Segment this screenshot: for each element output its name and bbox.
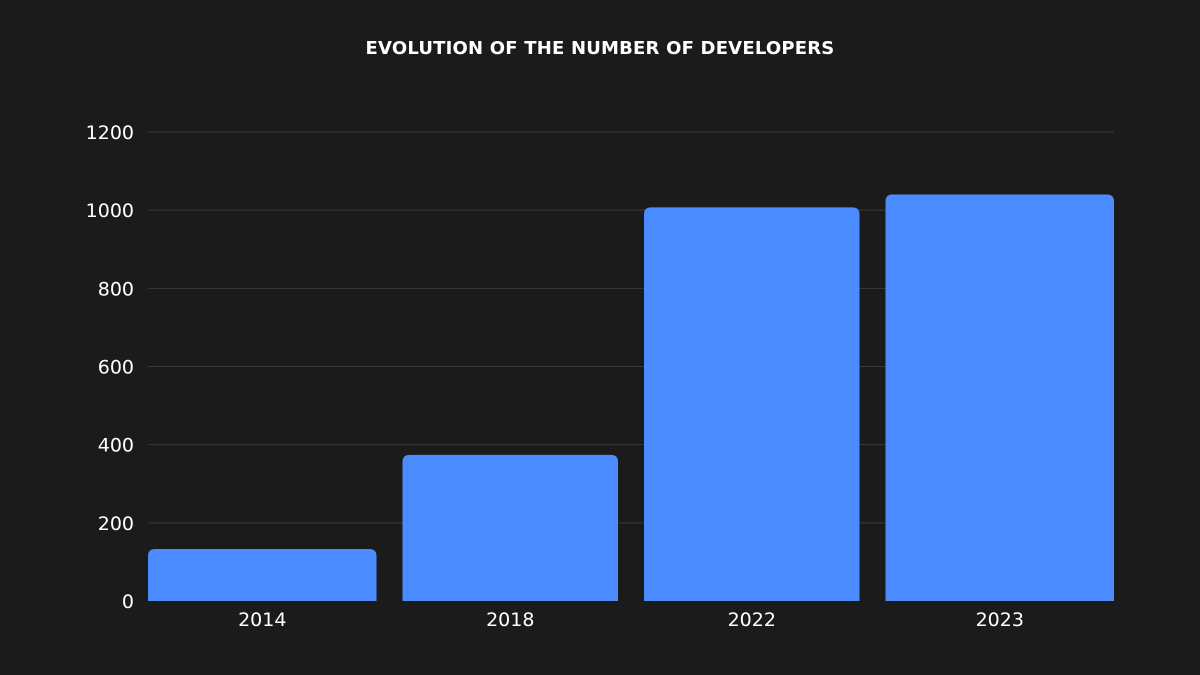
bar-2022 <box>644 207 860 601</box>
y-tick-label: 800 <box>98 278 134 300</box>
x-axis-ticks: 2014 2018 2022 2023 <box>238 609 1024 631</box>
y-axis-ticks: 0 200 400 600 800 1000 1200 <box>86 122 134 613</box>
y-tick-label: 0 <box>122 591 134 613</box>
bar-2014 <box>148 549 377 601</box>
x-tick-label: 2018 <box>486 609 534 631</box>
chart-title: EVOLUTION OF THE NUMBER OF DEVELOPERS <box>365 38 835 59</box>
y-tick-label: 600 <box>98 357 134 379</box>
y-tick-label: 400 <box>98 435 134 457</box>
x-tick-label: 2014 <box>238 609 286 631</box>
y-tick-label: 1200 <box>86 122 134 144</box>
y-tick-label: 200 <box>98 513 134 535</box>
bar-2023 <box>885 194 1114 602</box>
x-tick-label: 2023 <box>976 609 1024 631</box>
bars <box>148 194 1114 602</box>
bar-2018 <box>402 454 618 601</box>
x-tick-label: 2022 <box>728 609 776 631</box>
y-tick-label: 1000 <box>86 200 134 222</box>
